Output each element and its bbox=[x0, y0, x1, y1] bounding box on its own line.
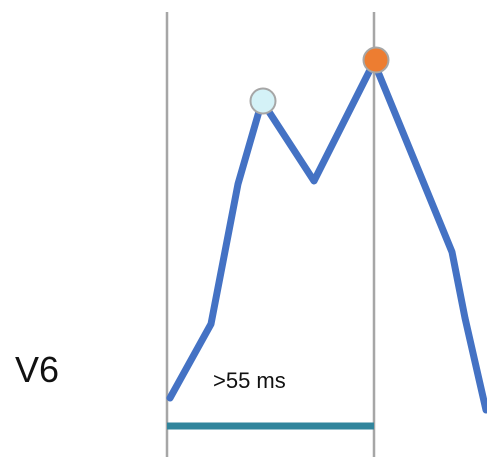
interval-label: >55 ms bbox=[213, 368, 286, 393]
lead-label: V6 bbox=[15, 349, 59, 390]
ecg-waveform bbox=[166, 58, 487, 414]
first-peak-marker bbox=[249, 87, 277, 115]
second-peak-marker bbox=[362, 46, 390, 74]
